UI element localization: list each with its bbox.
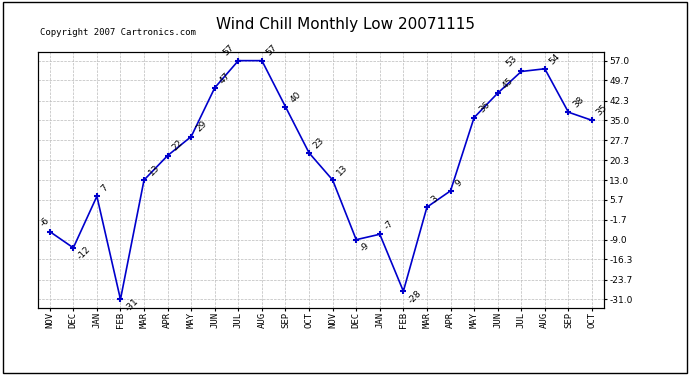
Text: Wind Chill Monthly Low 20071115: Wind Chill Monthly Low 20071115 — [215, 17, 475, 32]
Text: 57: 57 — [265, 44, 279, 58]
Text: 35: 35 — [595, 103, 609, 117]
Text: -31: -31 — [124, 297, 140, 313]
Text: 53: 53 — [504, 54, 519, 69]
Text: 13: 13 — [147, 163, 161, 177]
Text: 47: 47 — [217, 70, 232, 85]
Text: 54: 54 — [548, 52, 562, 66]
Text: 36: 36 — [477, 100, 491, 115]
Text: 40: 40 — [288, 90, 303, 104]
Text: 9: 9 — [453, 178, 464, 188]
Text: 38: 38 — [571, 95, 586, 110]
Text: 7: 7 — [99, 183, 110, 194]
Text: 45: 45 — [500, 76, 515, 90]
Text: -9: -9 — [359, 241, 372, 254]
Text: 13: 13 — [335, 163, 350, 177]
Text: -28: -28 — [406, 288, 423, 305]
Text: 3: 3 — [430, 194, 440, 204]
Text: 22: 22 — [170, 138, 185, 153]
Text: Copyright 2007 Cartronics.com: Copyright 2007 Cartronics.com — [40, 28, 196, 37]
Text: -6: -6 — [39, 216, 51, 229]
Text: 23: 23 — [312, 136, 326, 150]
Text: -7: -7 — [382, 219, 395, 231]
Text: 29: 29 — [194, 119, 208, 134]
Text: -12: -12 — [76, 245, 92, 262]
Text: 57: 57 — [221, 44, 236, 58]
